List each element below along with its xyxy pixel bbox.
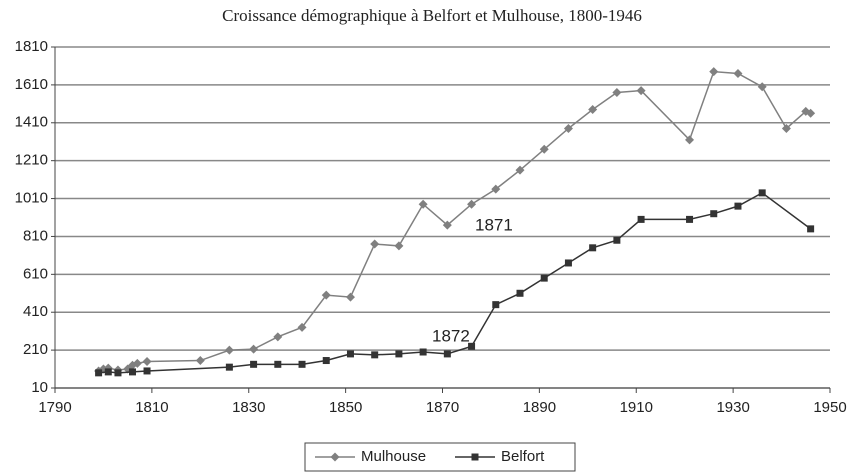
annotation: 1872 <box>432 326 470 345</box>
y-tick-label: 410 <box>23 303 48 320</box>
legend-label: Mulhouse <box>361 448 426 465</box>
x-tick-label: 1830 <box>232 399 265 416</box>
marker <box>132 358 142 368</box>
marker <box>143 367 151 375</box>
marker <box>468 342 476 350</box>
marker <box>224 345 234 355</box>
x-tick-label: 1950 <box>813 399 846 416</box>
marker <box>613 236 621 244</box>
marker <box>114 369 122 377</box>
marker <box>636 86 646 96</box>
marker <box>322 357 330 365</box>
legend-label: Belfort <box>501 448 545 465</box>
marker <box>685 135 695 145</box>
marker <box>104 368 112 376</box>
x-tick-label: 1810 <box>135 399 168 416</box>
marker <box>563 123 573 133</box>
x-tick-label: 1910 <box>620 399 653 416</box>
marker <box>298 360 306 368</box>
marker <box>710 210 718 218</box>
series-line <box>98 191 812 374</box>
marker <box>249 344 259 354</box>
marker <box>321 290 331 300</box>
x-tick-label: 1890 <box>523 399 556 416</box>
marker <box>394 241 404 251</box>
marker <box>588 105 598 115</box>
marker <box>807 225 815 233</box>
marker <box>250 360 258 368</box>
marker <box>419 348 427 356</box>
marker <box>515 165 525 175</box>
marker <box>686 215 694 223</box>
y-tick-label: 1410 <box>15 114 48 131</box>
x-tick-label: 1930 <box>716 399 749 416</box>
y-tick-label: 1610 <box>15 76 48 93</box>
legend-box <box>304 442 576 472</box>
marker <box>443 350 451 358</box>
y-tick-label: 1810 <box>15 38 48 55</box>
marker <box>806 108 816 118</box>
marker <box>395 350 403 358</box>
marker <box>491 184 501 194</box>
marker <box>95 369 103 377</box>
marker <box>540 274 548 282</box>
marker <box>346 350 354 358</box>
marker <box>418 199 428 209</box>
marker <box>516 289 524 297</box>
marker <box>225 363 233 371</box>
x-tick-label: 1790 <box>38 399 71 416</box>
marker <box>129 368 136 376</box>
marker <box>492 301 500 309</box>
marker <box>274 360 282 368</box>
marker <box>330 452 340 462</box>
annotation: 1871 <box>475 215 513 234</box>
marker <box>273 332 283 342</box>
marker <box>757 82 767 92</box>
x-tick-label: 1870 <box>426 399 459 416</box>
marker <box>564 259 572 267</box>
x-tick-label: 1850 <box>329 399 362 416</box>
marker <box>345 292 355 302</box>
marker <box>142 356 152 366</box>
y-tick-label: 610 <box>23 265 48 282</box>
marker <box>195 356 205 366</box>
y-tick-label: 210 <box>23 341 48 358</box>
y-tick-label: 1210 <box>15 152 48 169</box>
marker <box>371 351 379 359</box>
marker <box>781 123 791 133</box>
marker <box>734 202 742 210</box>
marker <box>471 453 479 461</box>
marker <box>637 215 645 223</box>
y-tick-label: 1010 <box>15 190 48 207</box>
chart-title: Croissance démographique à Belfort et Mu… <box>222 6 642 25</box>
marker <box>370 239 380 249</box>
marker <box>539 144 549 154</box>
marker <box>733 69 743 79</box>
y-tick-label: 810 <box>23 227 48 244</box>
marker <box>467 199 477 209</box>
marker <box>758 189 766 197</box>
marker <box>709 67 719 77</box>
marker <box>589 244 597 252</box>
y-tick-label: 10 <box>31 379 48 396</box>
marker <box>612 87 622 97</box>
marker <box>297 322 307 332</box>
marker <box>442 220 452 230</box>
